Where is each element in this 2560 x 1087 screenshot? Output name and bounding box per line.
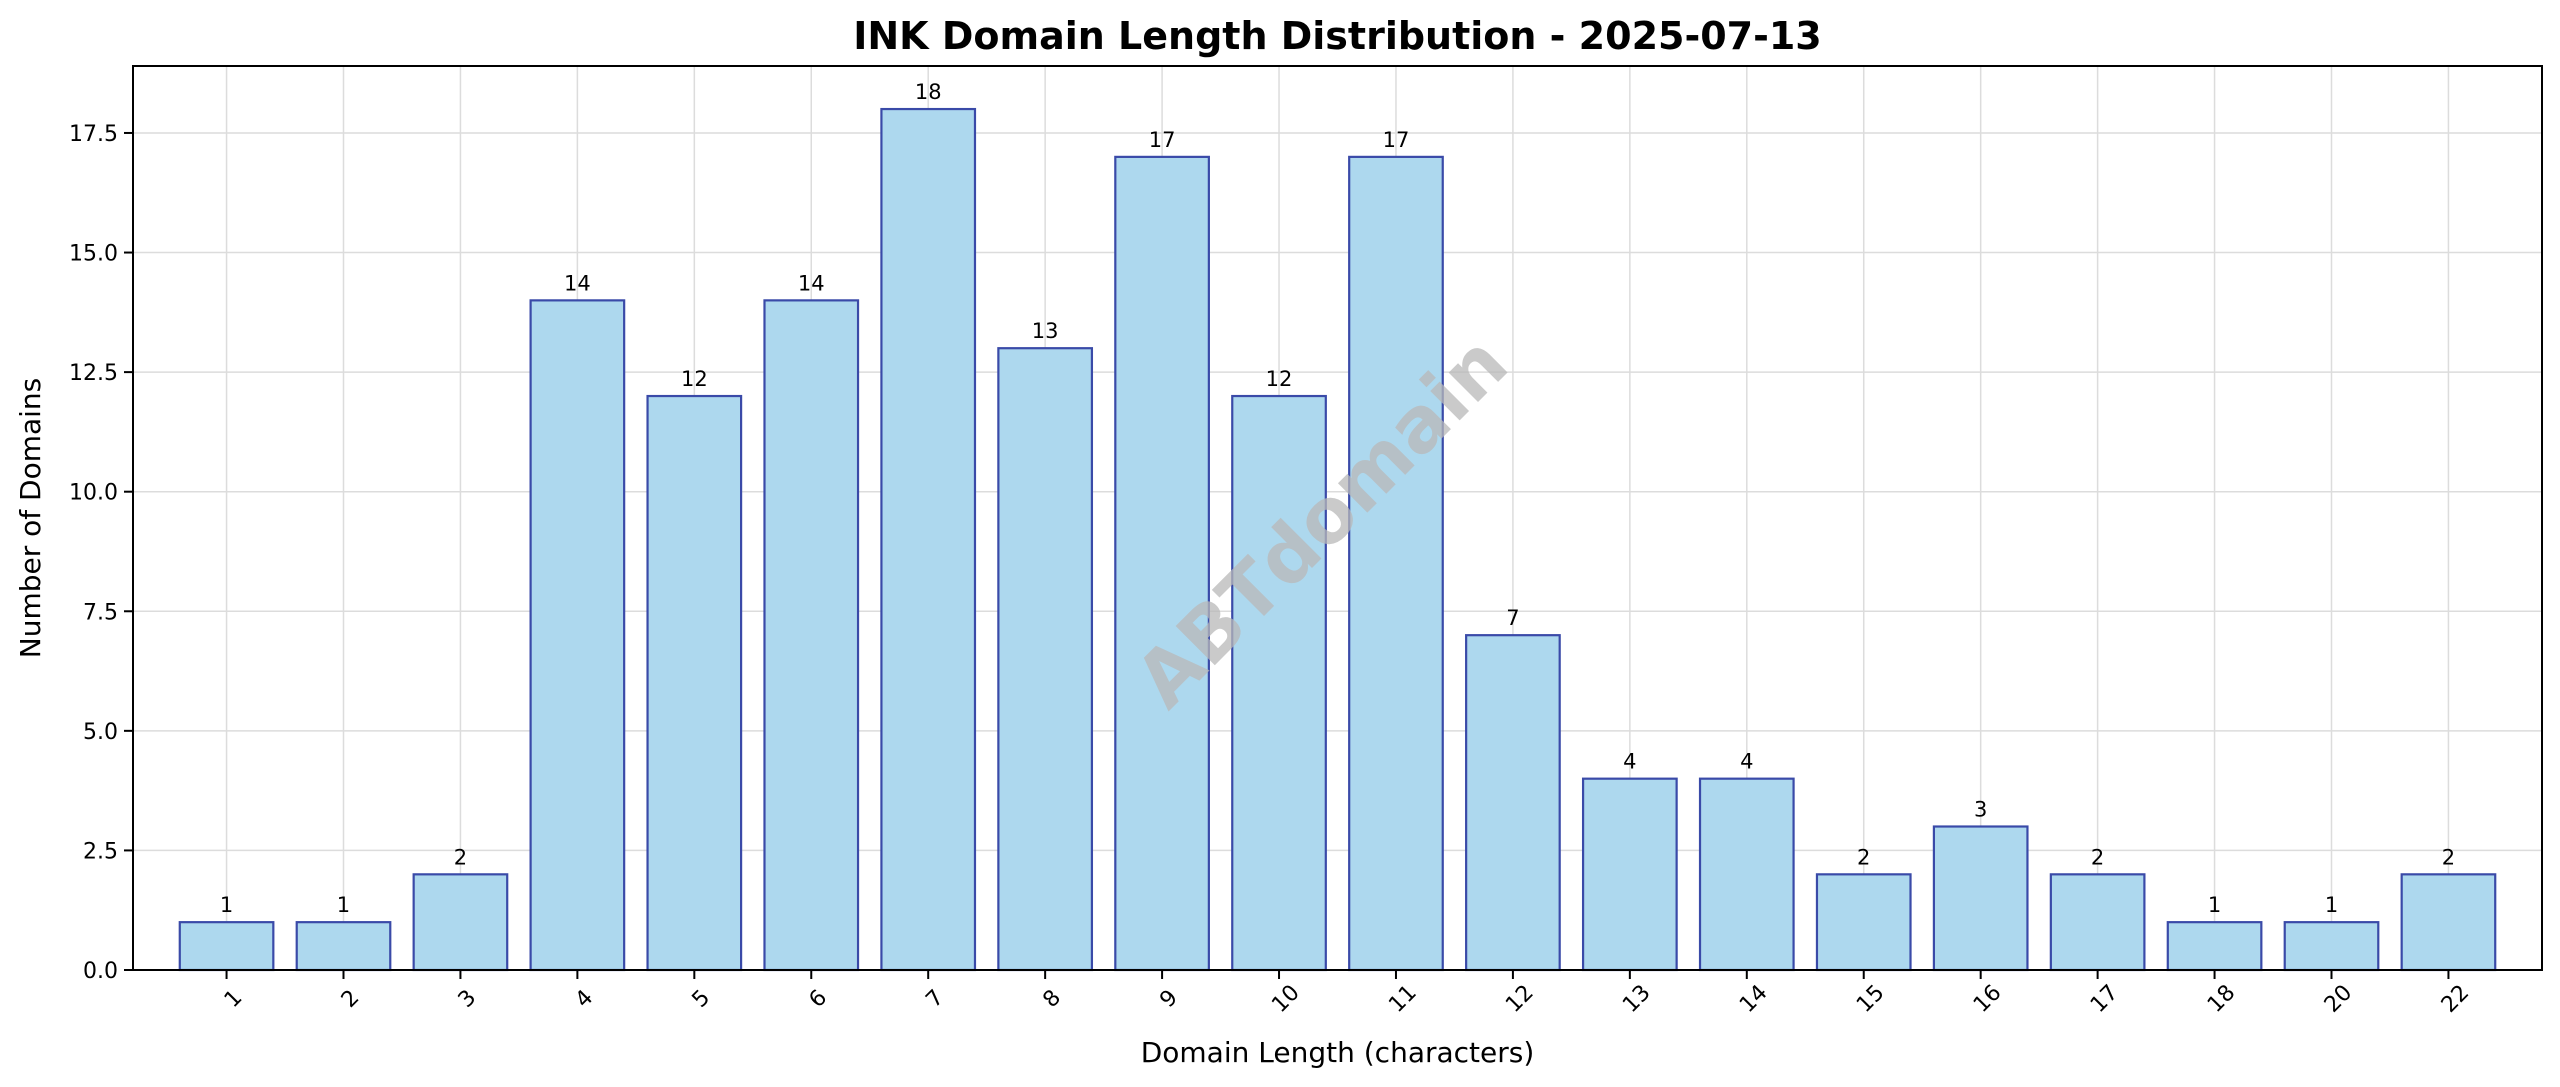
bar-value-label: 17	[1149, 128, 1176, 152]
bar	[1698, 777, 1795, 972]
y-tick-label: 5.0	[83, 720, 118, 745]
x-axis-ticks: 1 2 3 4 5 6 7 8 9 10 11 12 13 14 15 16 17 18 20 22	[220, 970, 2474, 1018]
x-tick-label: 7	[921, 985, 949, 1013]
x-tick-label: 4	[571, 985, 599, 1013]
y-tick-label: 0.0	[83, 959, 118, 984]
x-tick-label: 16	[1969, 980, 2006, 1017]
bar-value-label: 4	[1740, 750, 1753, 774]
bar-value-label: 12	[1266, 367, 1293, 391]
x-tick-label: 6	[805, 985, 833, 1013]
bar	[880, 107, 977, 972]
bar-value-label: 13	[1032, 319, 1059, 343]
y-tick-label: 10.0	[69, 481, 118, 506]
x-tick-label: 11	[1384, 980, 1421, 1017]
y-tick-label: 2.5	[83, 839, 118, 864]
x-tick-label: 10	[1267, 980, 1304, 1017]
bar-value-label: 4	[1623, 750, 1636, 774]
bar-value-label: 12	[681, 367, 708, 391]
y-tick-label: 12.5	[69, 361, 118, 386]
bar-value-label: 1	[337, 893, 350, 917]
bar	[1932, 825, 2029, 972]
bar-value-label: 3	[1974, 798, 1987, 822]
bar-value-label: 2	[2442, 845, 2455, 869]
bar	[1348, 155, 1444, 972]
bar	[1231, 394, 1327, 972]
bar-value-label: 1	[220, 893, 233, 917]
bar-value-label: 1	[2208, 893, 2221, 917]
x-tick-label: 9	[1155, 985, 1183, 1013]
x-tick-label: 17	[2086, 980, 2123, 1017]
y-tick-label: 7.5	[83, 600, 118, 625]
x-tick-label: 8	[1038, 985, 1066, 1013]
bar-value-label: 2	[2091, 845, 2104, 869]
bar-value-label: 2	[1857, 845, 1870, 869]
y-tick-label: 17.5	[69, 122, 118, 147]
bar	[2283, 921, 2380, 972]
x-tick-label: 18	[2203, 980, 2240, 1017]
x-tick-label: 22	[2437, 980, 2474, 1017]
bar	[1581, 777, 1678, 972]
bar	[763, 299, 860, 972]
x-tick-label: 20	[2320, 980, 2357, 1017]
x-tick-label: 1	[220, 985, 248, 1013]
bar-value-label: 7	[1506, 606, 1519, 630]
bar	[1465, 634, 1561, 972]
bar-value-label: 14	[798, 271, 825, 295]
bar	[1114, 155, 1210, 972]
x-tick-label: 15	[1852, 980, 1889, 1017]
x-tick-label: 5	[688, 985, 716, 1013]
bar-value-label: 14	[564, 271, 591, 295]
x-tick-label: 14	[1735, 980, 1772, 1017]
y-tick-label: 15.0	[69, 242, 118, 267]
bar-value-label: 1	[2325, 893, 2338, 917]
bar	[2166, 921, 2263, 972]
bar	[997, 347, 1094, 972]
bar-value-label: 17	[1383, 128, 1410, 152]
bar	[412, 873, 509, 972]
x-tick-label: 12	[1501, 980, 1538, 1017]
y-axis-title: Number of Domains	[14, 378, 47, 659]
chart-title: INK Domain Length Distribution - 2025-07…	[853, 14, 1822, 58]
x-tick-label: 3	[454, 985, 482, 1013]
y-axis-ticks: 0.0 2.5 5.0 7.5 10.0 12.5 15.0 17.5	[69, 122, 133, 984]
bar-value-label: 2	[454, 845, 467, 869]
bar	[646, 394, 743, 972]
x-axis-title: Domain Length (characters)	[1141, 1036, 1535, 1069]
plot-frame	[132, 65, 2543, 971]
bar	[2049, 873, 2146, 972]
bar	[178, 921, 275, 972]
bars	[178, 107, 2497, 972]
bar-value-label: 18	[915, 80, 942, 104]
bar	[529, 299, 626, 972]
bar	[1815, 873, 1912, 972]
x-tick-label: 13	[1618, 980, 1655, 1017]
bar	[2400, 873, 2497, 972]
x-tick-label: 2	[337, 985, 365, 1013]
bar	[295, 921, 392, 972]
